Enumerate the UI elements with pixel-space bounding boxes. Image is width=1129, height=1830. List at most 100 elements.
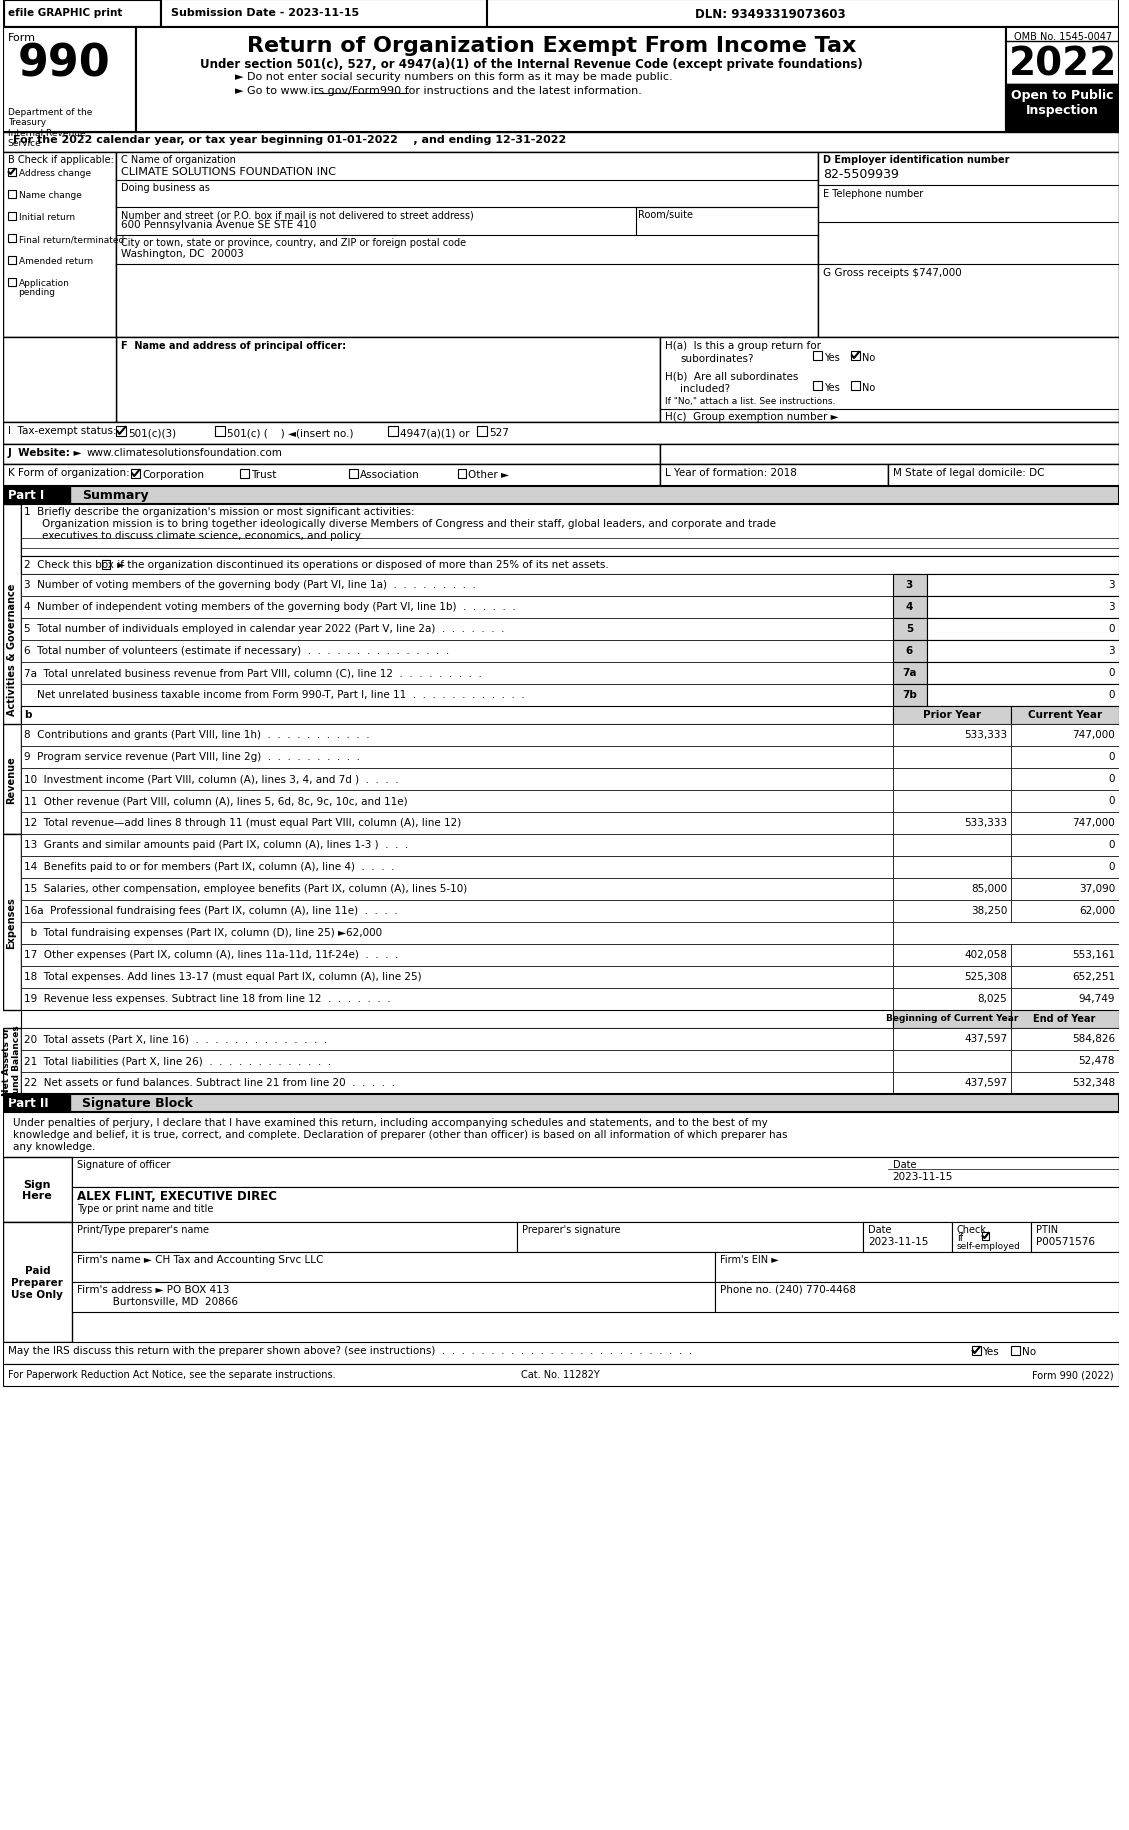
Bar bbox=[457, 470, 466, 479]
Text: E Telephone number: E Telephone number bbox=[823, 188, 924, 199]
Bar bbox=[20, 922, 893, 944]
Text: G Gross receipts $747,000: G Gross receipts $747,000 bbox=[823, 267, 962, 278]
Text: Initial return: Initial return bbox=[18, 212, 75, 221]
Text: 600 Pennsylvania Avenue SE STE 410: 600 Pennsylvania Avenue SE STE 410 bbox=[122, 220, 317, 231]
Text: No: No bbox=[1022, 1347, 1036, 1356]
Bar bbox=[893, 747, 1012, 769]
Bar bbox=[927, 597, 1119, 619]
Text: H(a)  Is this a group return for: H(a) Is this a group return for bbox=[665, 340, 821, 351]
Text: 2023-11-15: 2023-11-15 bbox=[893, 1171, 953, 1182]
Text: Submission Date - 2023-11-15: Submission Date - 2023-11-15 bbox=[170, 7, 359, 18]
Bar bbox=[20, 988, 893, 1010]
Text: OMB No. 1545-0047: OMB No. 1545-0047 bbox=[1014, 31, 1112, 42]
Bar bbox=[887, 465, 1119, 487]
Text: Summary: Summary bbox=[81, 489, 148, 501]
Bar bbox=[2, 465, 660, 487]
Text: 0: 0 bbox=[1109, 840, 1115, 849]
Text: 0: 0 bbox=[1109, 624, 1115, 633]
Bar bbox=[1012, 900, 1119, 922]
Bar bbox=[893, 1028, 1012, 1050]
Text: Open to Public
Inspection: Open to Public Inspection bbox=[1012, 90, 1114, 117]
Text: 747,000: 747,000 bbox=[1073, 730, 1115, 739]
Bar bbox=[240, 470, 248, 479]
Text: 437,597: 437,597 bbox=[964, 1034, 1007, 1043]
Bar bbox=[1012, 878, 1119, 900]
Text: 0: 0 bbox=[1109, 690, 1115, 699]
Bar bbox=[72, 1283, 715, 1312]
Text: 501(c) (    ) ◄(insert no.): 501(c) ( ) ◄(insert no.) bbox=[227, 428, 353, 437]
Text: Part II: Part II bbox=[8, 1096, 49, 1109]
Text: 10  Investment income (Part VIII, column (A), lines 3, 4, and 7d )  .  .  .  .: 10 Investment income (Part VIII, column … bbox=[25, 774, 400, 783]
Text: 11  Other revenue (Part VIII, column (A), lines 5, 6d, 8c, 9c, 10c, and 11e): 11 Other revenue (Part VIII, column (A),… bbox=[25, 796, 408, 805]
Text: Phone no. (240) 770-4468: Phone no. (240) 770-4468 bbox=[719, 1285, 856, 1294]
Text: Revenue: Revenue bbox=[7, 756, 17, 803]
Text: Other ►: Other ► bbox=[469, 470, 509, 479]
Bar bbox=[1012, 706, 1119, 725]
Bar bbox=[2, 1341, 1119, 1363]
Bar bbox=[1012, 1028, 1119, 1050]
Text: Preparer's signature: Preparer's signature bbox=[522, 1224, 620, 1233]
Bar bbox=[8, 168, 16, 178]
Bar bbox=[2, 1363, 1119, 1387]
Bar bbox=[20, 1010, 893, 1028]
Text: Date: Date bbox=[893, 1160, 916, 1169]
Text: ► Go to www.irs.gov/Form990 for instructions and the latest information.: ► Go to www.irs.gov/Form990 for instruct… bbox=[235, 86, 642, 95]
Text: Return of Organization Exempt From Income Tax: Return of Organization Exempt From Incom… bbox=[247, 37, 856, 57]
Text: 52,478: 52,478 bbox=[1078, 1056, 1115, 1065]
Text: 3: 3 bbox=[905, 580, 913, 589]
Text: 82-5509939: 82-5509939 bbox=[823, 168, 899, 181]
Bar bbox=[20, 706, 893, 725]
Text: Signature of officer: Signature of officer bbox=[77, 1160, 170, 1169]
Bar bbox=[20, 856, 893, 878]
Bar bbox=[20, 505, 1119, 556]
Bar bbox=[2, 725, 20, 834]
Text: 0: 0 bbox=[1109, 774, 1115, 783]
Bar bbox=[3, 2, 160, 27]
Text: b: b bbox=[25, 710, 32, 719]
Bar bbox=[660, 465, 887, 487]
Text: Beginning of Current Year: Beginning of Current Year bbox=[886, 1014, 1018, 1023]
Text: B Check if applicable:: B Check if applicable: bbox=[8, 156, 114, 165]
Text: 4947(a)(1) or: 4947(a)(1) or bbox=[400, 428, 470, 437]
Bar bbox=[2, 339, 116, 423]
Bar bbox=[1012, 725, 1119, 747]
Text: subordinates?: subordinates? bbox=[680, 353, 753, 364]
Bar bbox=[8, 256, 16, 265]
Bar bbox=[863, 1222, 952, 1252]
Bar bbox=[893, 834, 1012, 856]
Bar bbox=[1012, 988, 1119, 1010]
Bar bbox=[72, 1252, 715, 1283]
Bar bbox=[893, 684, 927, 706]
Text: 2023-11-15: 2023-11-15 bbox=[868, 1237, 928, 1246]
Bar bbox=[8, 234, 16, 243]
Text: 533,333: 533,333 bbox=[964, 730, 1007, 739]
Bar bbox=[636, 209, 819, 236]
Bar bbox=[2, 1094, 70, 1113]
Text: L Year of formation: 2018: L Year of formation: 2018 bbox=[665, 468, 797, 478]
Text: Prior Year: Prior Year bbox=[922, 710, 981, 719]
Text: Washington, DC  20003: Washington, DC 20003 bbox=[122, 249, 244, 258]
Text: 6: 6 bbox=[905, 646, 913, 655]
Text: No: No bbox=[861, 382, 875, 393]
Text: Activities & Governance: Activities & Governance bbox=[7, 584, 17, 716]
Bar bbox=[1006, 27, 1119, 134]
Bar bbox=[893, 1010, 1012, 1028]
Text: 85,000: 85,000 bbox=[971, 884, 1007, 893]
Bar bbox=[2, 445, 660, 465]
Bar bbox=[2, 487, 70, 505]
Text: 13  Grants and similar amounts paid (Part IX, column (A), lines 1-3 )  .  .  .: 13 Grants and similar amounts paid (Part… bbox=[25, 840, 409, 849]
Bar bbox=[893, 769, 1012, 791]
Text: if: if bbox=[957, 1232, 963, 1243]
Bar bbox=[1012, 1072, 1119, 1094]
Bar bbox=[1012, 966, 1119, 988]
Text: 5: 5 bbox=[905, 624, 913, 633]
Bar bbox=[715, 1283, 1119, 1312]
Text: 4: 4 bbox=[905, 602, 913, 611]
Text: C Name of organization: C Name of organization bbox=[122, 156, 236, 165]
Text: CLIMATE SOLUTIONS FOUNDATION INC: CLIMATE SOLUTIONS FOUNDATION INC bbox=[122, 167, 336, 178]
Text: Net Assets or
Fund Balances: Net Assets or Fund Balances bbox=[2, 1025, 21, 1098]
Bar bbox=[2, 27, 137, 134]
Text: 747,000: 747,000 bbox=[1073, 818, 1115, 827]
Text: efile GRAPHIC print: efile GRAPHIC print bbox=[8, 7, 122, 18]
Text: Check: Check bbox=[957, 1224, 987, 1233]
